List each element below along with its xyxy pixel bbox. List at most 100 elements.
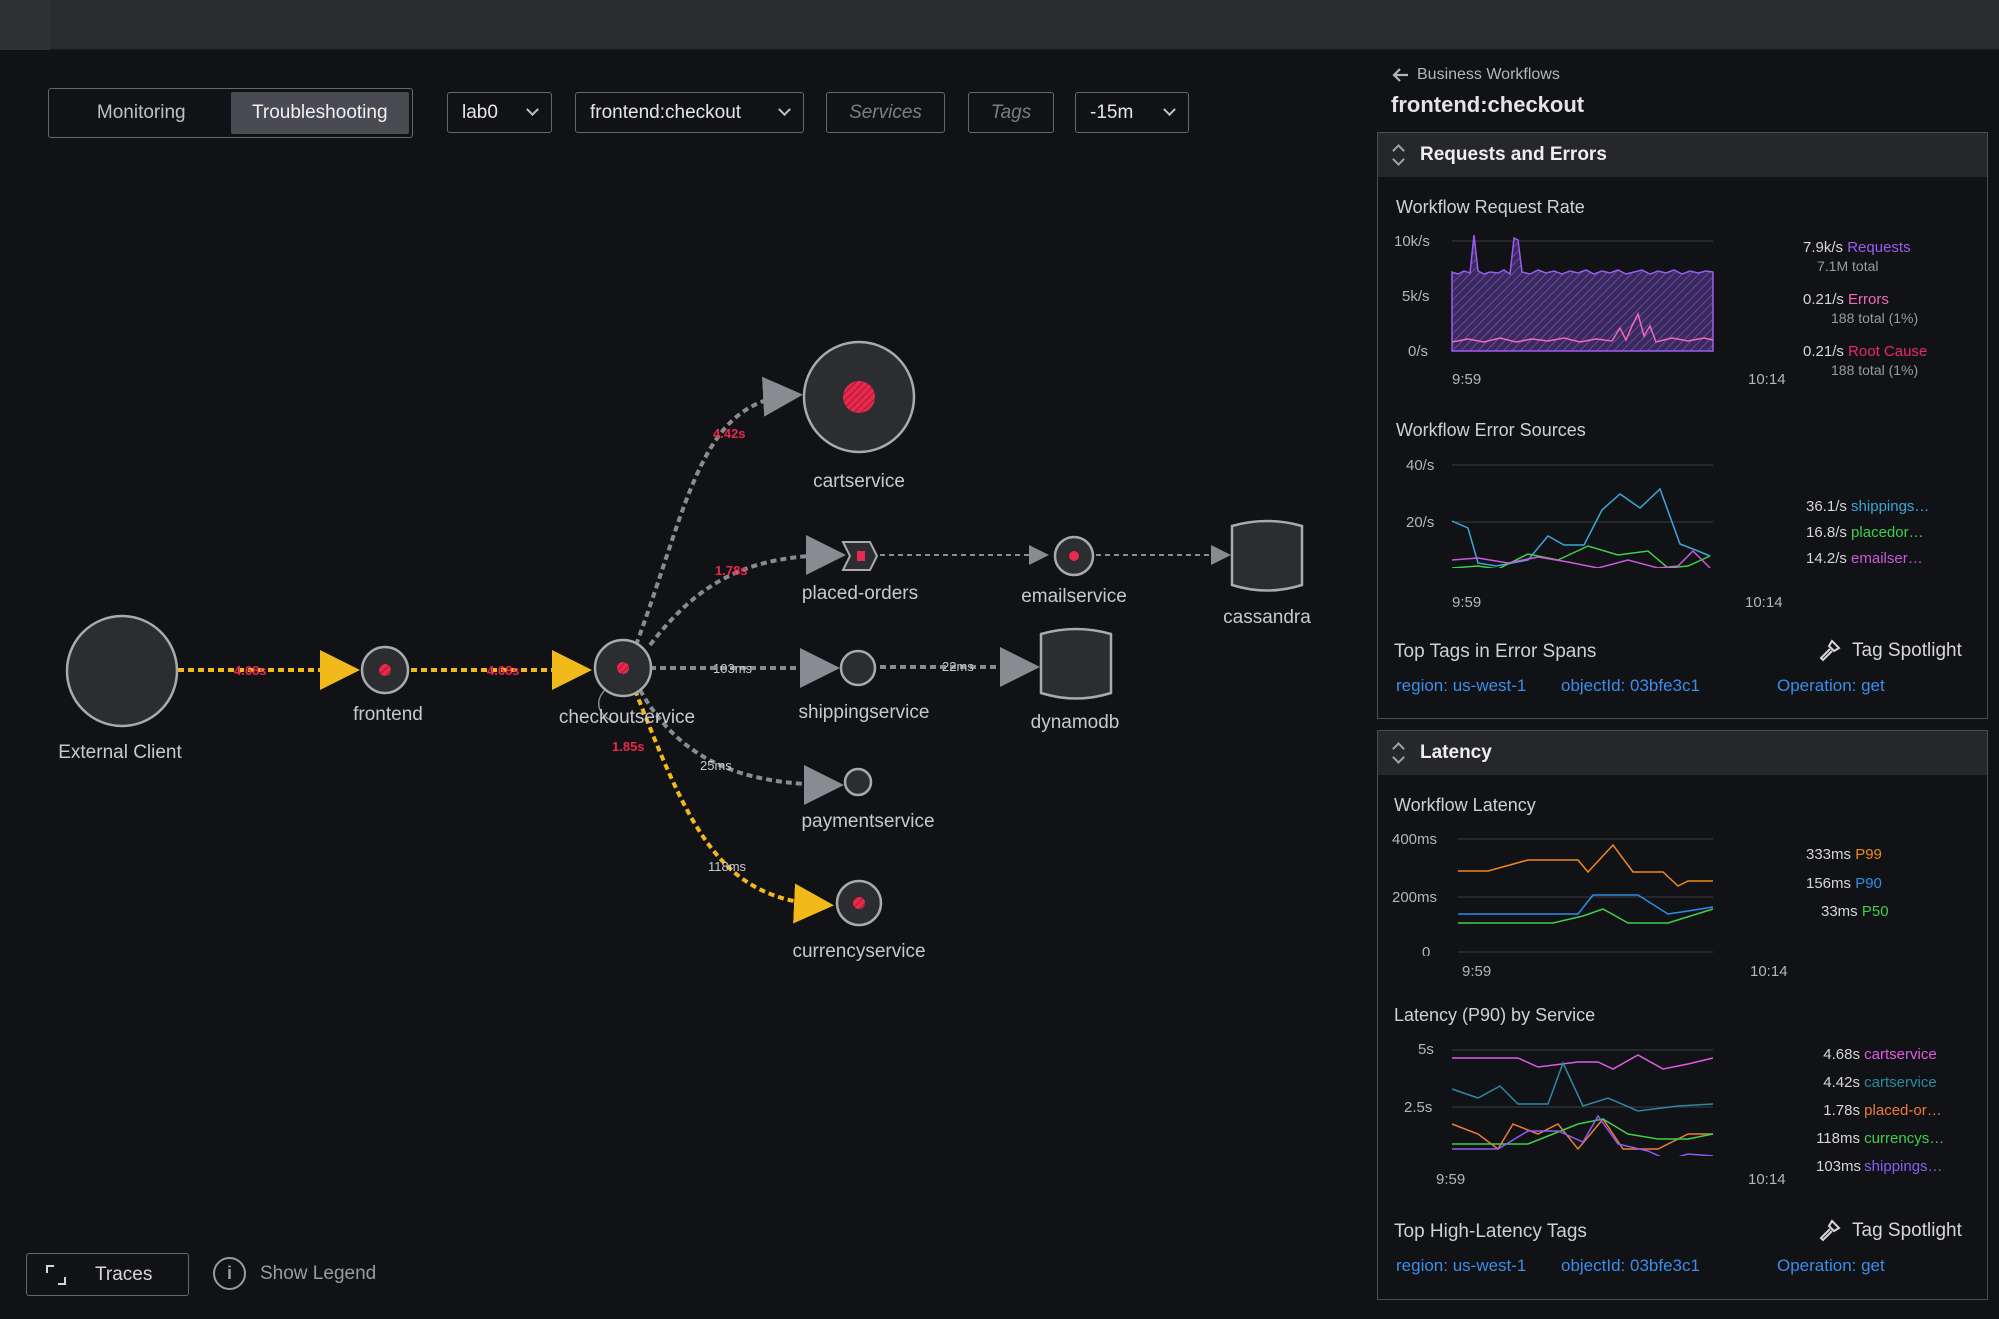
error-tags-title: Top Tags in Error Spans xyxy=(1394,641,1597,662)
latency-time-start: 9:59 xyxy=(1462,963,1492,980)
series-currency xyxy=(1452,1118,1714,1145)
top-bar-corner[interactable] xyxy=(0,0,50,50)
label-placed-orders: placed-orders xyxy=(801,583,919,604)
tags-filter[interactable]: Tags xyxy=(968,92,1054,133)
error-dot-frontend xyxy=(379,664,391,676)
requests-errors-title: Requests and Errors xyxy=(1420,144,1607,165)
workflow-select[interactable]: frontend:checkout xyxy=(575,92,804,133)
panel-title: frontend:checkout xyxy=(1391,92,1585,117)
legend-name: P90 xyxy=(1855,875,1882,892)
legend-name: currencys… xyxy=(1864,1130,1945,1147)
edge-label-checkout-shipping: 103ms xyxy=(713,661,753,676)
label-dynamodb: dynamodb xyxy=(1030,712,1120,733)
environment-select[interactable]: lab0 xyxy=(447,92,552,133)
workflow-panel: Business Workflows frontend:checkout Req… xyxy=(1375,50,1999,1319)
series-p50 xyxy=(1458,908,1714,924)
tab-troubleshooting[interactable]: Troubleshooting xyxy=(230,92,409,134)
tag-link[interactable]: Operation: get xyxy=(1777,676,1885,695)
legend-svc-cart-a: 4.68s cartservice xyxy=(1816,1046,1936,1063)
latency-time-end: 10:14 xyxy=(1750,963,1788,980)
latency-tags-title: Top High-Latency Tags xyxy=(1394,1221,1587,1242)
node-shippingservice[interactable] xyxy=(839,649,877,687)
requests-errors-card: Requests and Errors Workflow Request Rat… xyxy=(1377,132,1988,719)
edge-label-shipping-dynamo: 22ms xyxy=(942,659,974,674)
edge-checkout-payment[interactable] xyxy=(638,689,844,805)
edge-checkout-currency[interactable] xyxy=(633,689,834,924)
tag-spotlight-label: Tag Spotlight xyxy=(1852,640,1962,661)
workflow-latency-chart: 400ms 200ms 0 xyxy=(1392,831,1714,956)
back-link[interactable]: Business Workflows xyxy=(1391,66,1560,84)
byservice-time-start: 9:59 xyxy=(1436,1171,1466,1188)
label-currencyservice: currencyservice xyxy=(792,941,926,962)
legend-value: 1.78s xyxy=(1823,1102,1860,1119)
top-bar xyxy=(0,0,1999,50)
node-cassandra[interactable] xyxy=(1230,519,1304,592)
request-rate-chart: 10k/s 5k/s 0/s xyxy=(1394,233,1714,360)
tab-monitoring[interactable]: Monitoring xyxy=(96,102,186,123)
tag-link[interactable]: objectId: 03bfe3c1 xyxy=(1561,676,1700,695)
edge-label-checkout-self: 1.85s xyxy=(612,739,645,754)
series-cart-a xyxy=(1452,1054,1714,1070)
sort-icon xyxy=(1392,741,1404,765)
axis-label: 0 xyxy=(1422,944,1430,956)
legend-sub: 188 total (1%) xyxy=(1831,310,1919,326)
legend-svc-cart-b: 4.42s cartservice xyxy=(1816,1074,1936,1091)
series-placed xyxy=(1451,1117,1713,1151)
legend-name: Requests xyxy=(1847,239,1911,256)
tag-spotlight-button[interactable]: Tag Spotlight xyxy=(1816,638,1962,664)
legend-requests: 7.9k/s Requests 7.1M total xyxy=(1803,239,1911,274)
legend-name: Errors xyxy=(1848,291,1889,308)
workflow-latency-title: Workflow Latency xyxy=(1394,795,1536,815)
byservice-time-end: 10:14 xyxy=(1748,1171,1786,1188)
services-filter[interactable]: Services xyxy=(826,92,945,133)
edge-checkout-cart[interactable] xyxy=(634,376,803,646)
series-placed xyxy=(1451,545,1711,568)
axis-label: 10k/s xyxy=(1394,233,1430,250)
legend-p90: 156ms P90 xyxy=(1806,875,1882,892)
axis-label: 40/s xyxy=(1406,457,1434,474)
legend-sub: 188 total (1%) xyxy=(1831,362,1919,378)
sources-title: Workflow Error Sources xyxy=(1396,420,1586,440)
legend-value: 118ms xyxy=(1816,1130,1860,1147)
sources-time-start: 9:59 xyxy=(1452,594,1482,611)
latency-by-service-chart: 5s 2.5s 0 xyxy=(1404,1041,1714,1156)
legend-name: P50 xyxy=(1861,903,1889,920)
legend-name: placedor… xyxy=(1851,524,1924,541)
latency-card: Latency Workflow Latency 400ms 200ms 0 9… xyxy=(1377,730,1988,1300)
service-map: 4.68s 4.68s 4.42s 1.78s 1.85s 103ms 22ms… xyxy=(65,340,1304,927)
legend-name: shippings… xyxy=(1851,498,1930,515)
legend-name: Root Cause xyxy=(1848,343,1928,360)
legend-name: emailser… xyxy=(1851,550,1923,567)
edge-label-checkout-payment: 25ms xyxy=(700,758,732,773)
requests-errors-header[interactable]: Requests and Errors xyxy=(1378,133,1987,177)
edge-label-checkout-placed: 1.78s xyxy=(715,563,748,578)
label-cartservice: cartservice xyxy=(813,471,905,492)
legend-errors: 0.21/s Errors 188 total (1%) xyxy=(1803,291,1918,326)
workflow-value: frontend:checkout xyxy=(590,101,742,123)
node-paymentservice[interactable] xyxy=(843,767,873,797)
error-dot-checkout xyxy=(617,662,629,674)
traces-button[interactable]: Traces xyxy=(26,1253,189,1296)
show-legend-button[interactable]: i Show Legend xyxy=(213,1257,376,1290)
legend-value: 156ms xyxy=(1806,875,1852,892)
series-cart-b xyxy=(1451,1061,1714,1112)
sort-icon xyxy=(1392,143,1404,167)
node-external-client[interactable] xyxy=(65,614,179,728)
series-p90 xyxy=(1458,894,1714,915)
latency-header[interactable]: Latency xyxy=(1378,731,1987,775)
tag-link[interactable]: region: us-west-1 xyxy=(1396,1256,1527,1275)
tag-link[interactable]: objectId: 03bfe3c1 xyxy=(1561,1256,1700,1275)
legend-value: 14.2/s xyxy=(1806,550,1847,567)
legend-placed: 16.8/s placedor… xyxy=(1806,524,1924,541)
sources-time-end: 10:14 xyxy=(1745,594,1783,611)
label-frontend: frontend xyxy=(353,704,423,725)
error-tag-list: region: us-west-1 objectId: 03bfe3c1 Ope… xyxy=(1396,676,1885,696)
time-range-select[interactable]: -15m xyxy=(1075,92,1189,133)
axis-label: 200ms xyxy=(1392,889,1437,906)
tag-link[interactable]: Operation: get xyxy=(1777,1256,1885,1275)
axis-label: 5s xyxy=(1418,1041,1434,1058)
node-dynamodb[interactable] xyxy=(1039,627,1113,700)
axis-label: 0/s xyxy=(1408,343,1428,360)
tag-spotlight-button[interactable]: Tag Spotlight xyxy=(1816,1218,1962,1244)
tag-link[interactable]: region: us-west-1 xyxy=(1396,676,1527,695)
